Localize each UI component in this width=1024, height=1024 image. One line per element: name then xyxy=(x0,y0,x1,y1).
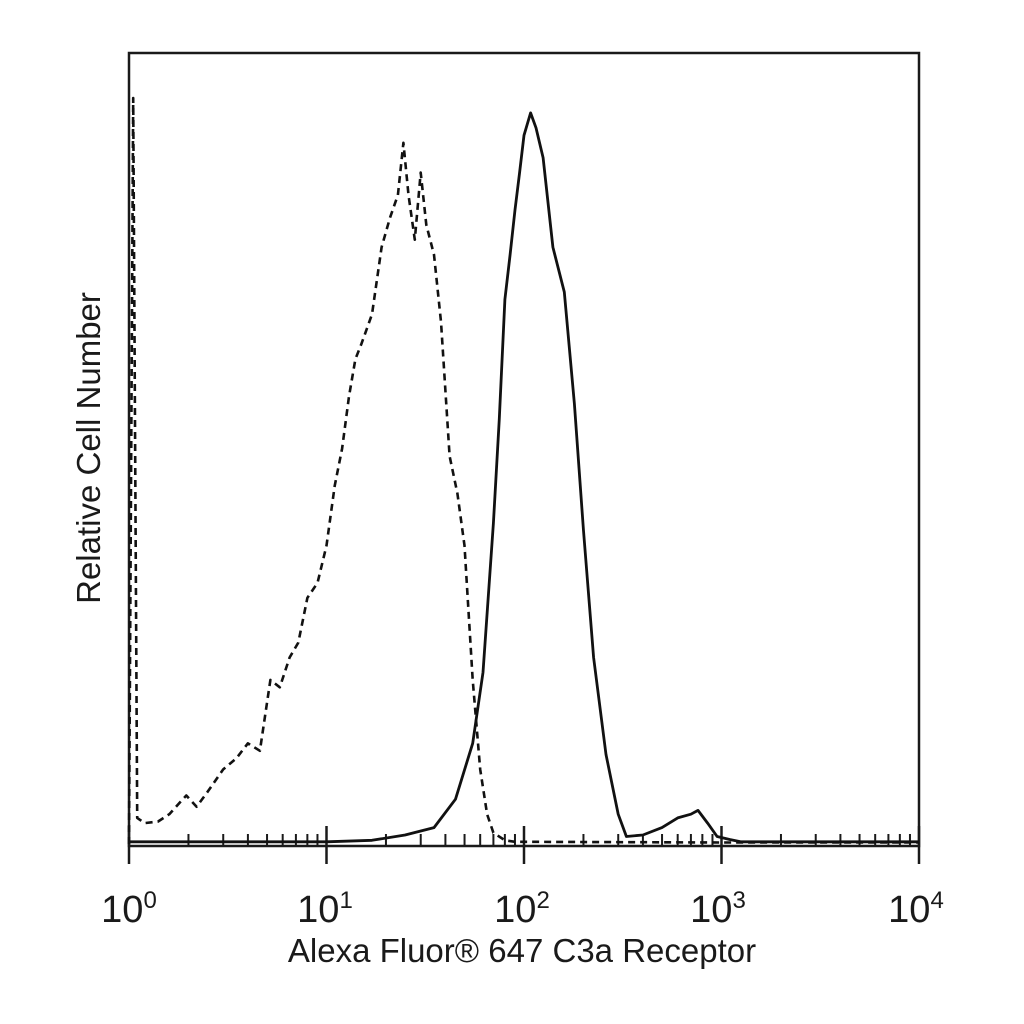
dashed-histogram-line xyxy=(127,96,919,845)
x-tick-label-0: 100 xyxy=(101,887,157,931)
y-axis-title: Relative Cell Number xyxy=(70,292,107,604)
x-axis-minor-ticks xyxy=(187,834,911,846)
solid-histogram-line xyxy=(129,111,919,844)
x-tick-label-4: 104 xyxy=(888,887,944,931)
x-tick-label-1: 101 xyxy=(297,887,353,931)
x-axis-major-ticks xyxy=(127,826,921,864)
x-tick-label-3: 103 xyxy=(690,887,746,931)
x-axis-title: Alexa Fluor® 647 C3a Receptor xyxy=(288,932,756,969)
series-layer xyxy=(127,96,919,845)
plot-frame xyxy=(127,51,921,848)
x-tick-label-2: 102 xyxy=(494,887,550,931)
